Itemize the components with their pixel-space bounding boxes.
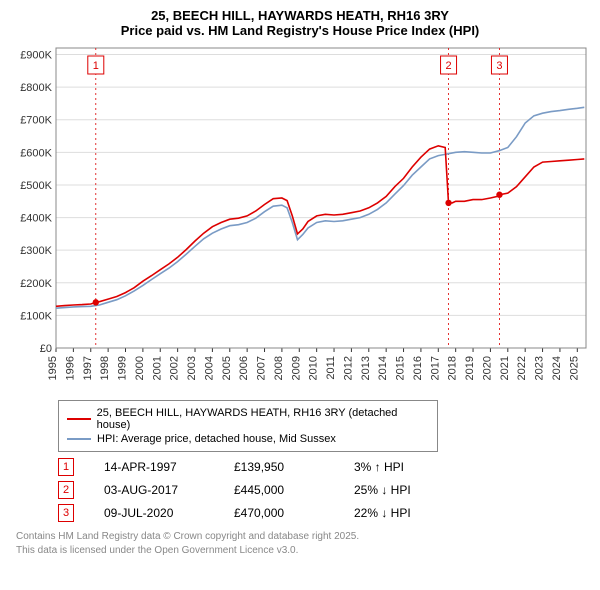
event-table: 1 14-APR-1997£139,9503% ↑ HPI 2 03-AUG-2017…	[58, 458, 592, 522]
footer-attribution: Contains HM Land Registry data © Crown c…	[16, 530, 592, 557]
event-row: 2 03-AUG-2017£445,00025% ↓ HPI	[58, 481, 592, 499]
legend-swatch	[67, 438, 91, 440]
svg-text:1996: 1996	[64, 356, 76, 380]
event-marker: 1	[58, 458, 74, 476]
svg-text:£400K: £400K	[20, 213, 52, 225]
svg-text:2005: 2005	[221, 356, 233, 380]
svg-text:£200K: £200K	[20, 278, 52, 290]
svg-text:2023: 2023	[534, 356, 546, 380]
svg-text:2022: 2022	[516, 356, 528, 380]
svg-text:2014: 2014	[377, 356, 389, 380]
svg-text:1: 1	[93, 60, 99, 72]
svg-text:2007: 2007	[256, 356, 268, 380]
legend-swatch	[67, 418, 91, 420]
event-date: 03-AUG-2017	[104, 483, 234, 497]
svg-text:1995: 1995	[47, 356, 59, 380]
svg-text:£700K: £700K	[20, 115, 52, 127]
svg-text:2001: 2001	[151, 356, 163, 380]
svg-text:2: 2	[445, 60, 451, 72]
footer-line-1: Contains HM Land Registry data © Crown c…	[16, 530, 592, 544]
event-marker: 2	[58, 481, 74, 499]
svg-text:2025: 2025	[568, 356, 580, 380]
svg-text:2011: 2011	[325, 356, 337, 380]
svg-text:2010: 2010	[308, 356, 320, 380]
svg-text:£100K: £100K	[20, 310, 52, 322]
svg-text:2008: 2008	[273, 356, 285, 380]
legend-item: HPI: Average price, detached house, Mid …	[67, 433, 429, 445]
svg-text:2013: 2013	[360, 356, 372, 380]
svg-text:2019: 2019	[464, 356, 476, 380]
svg-text:1997: 1997	[82, 356, 94, 380]
svg-text:1998: 1998	[99, 356, 111, 380]
svg-text:2004: 2004	[203, 356, 215, 380]
event-date: 09-JUL-2020	[104, 506, 234, 520]
event-price: £445,000	[234, 483, 354, 497]
event-delta: 3% ↑ HPI	[354, 460, 454, 474]
footer-line-2: This data is licensed under the Open Gov…	[16, 544, 592, 558]
chart-legend: 25, BEECH HILL, HAYWARDS HEATH, RH16 3RY…	[58, 400, 438, 452]
svg-text:£0: £0	[40, 343, 52, 355]
event-delta: 25% ↓ HPI	[354, 483, 454, 497]
legend-label: 25, BEECH HILL, HAYWARDS HEATH, RH16 3RY…	[97, 407, 429, 431]
svg-text:2002: 2002	[169, 356, 181, 380]
svg-text:2003: 2003	[186, 356, 198, 380]
svg-text:3: 3	[496, 60, 502, 72]
svg-text:£600K: £600K	[20, 147, 52, 159]
event-price: £139,950	[234, 460, 354, 474]
svg-text:2015: 2015	[395, 356, 407, 380]
svg-text:1999: 1999	[117, 356, 129, 380]
event-delta: 22% ↓ HPI	[354, 506, 454, 520]
svg-text:£300K: £300K	[20, 245, 52, 257]
svg-text:2018: 2018	[447, 356, 459, 380]
svg-text:2021: 2021	[499, 356, 511, 380]
svg-text:2017: 2017	[429, 356, 441, 380]
svg-text:2006: 2006	[238, 356, 250, 380]
page-title: 25, BEECH HILL, HAYWARDS HEATH, RH16 3RY	[8, 8, 592, 23]
event-row: 3 09-JUL-2020£470,00022% ↓ HPI	[58, 504, 592, 522]
svg-text:2020: 2020	[481, 356, 493, 380]
svg-text:2000: 2000	[134, 356, 146, 380]
event-marker: 3	[58, 504, 74, 522]
event-row: 1 14-APR-1997£139,9503% ↑ HPI	[58, 458, 592, 476]
svg-text:£900K: £900K	[20, 50, 52, 62]
legend-label: HPI: Average price, detached house, Mid …	[97, 433, 336, 445]
svg-text:2012: 2012	[342, 356, 354, 380]
svg-text:2009: 2009	[290, 356, 302, 380]
price-chart: £0 £100K £200K £300K £400K £500K £600K £700K £80…	[8, 44, 592, 394]
svg-text:2024: 2024	[551, 356, 563, 380]
svg-text:£500K: £500K	[20, 180, 52, 192]
svg-text:£800K: £800K	[20, 82, 52, 94]
page-subtitle: Price paid vs. HM Land Registry's House …	[8, 23, 592, 38]
svg-text:2016: 2016	[412, 356, 424, 380]
legend-item: 25, BEECH HILL, HAYWARDS HEATH, RH16 3RY…	[67, 407, 429, 431]
event-price: £470,000	[234, 506, 354, 520]
event-date: 14-APR-1997	[104, 460, 234, 474]
